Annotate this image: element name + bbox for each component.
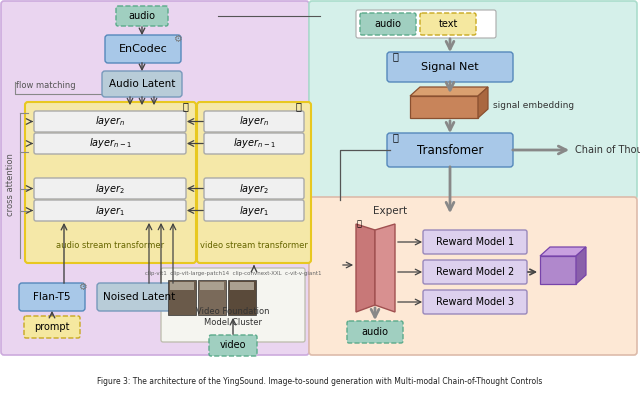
FancyBboxPatch shape <box>360 13 416 35</box>
Text: Figure 3: The architecture of the YingSound. Image-to-sound generation with Mult: Figure 3: The architecture of the YingSo… <box>97 377 543 386</box>
Text: $layer_1$: $layer_1$ <box>239 204 269 217</box>
FancyBboxPatch shape <box>34 178 186 199</box>
Polygon shape <box>576 247 586 284</box>
Text: audio: audio <box>374 19 401 29</box>
FancyBboxPatch shape <box>1 1 309 355</box>
Text: $layer_2$: $layer_2$ <box>239 181 269 196</box>
Text: EnCodec: EnCodec <box>118 44 168 54</box>
Text: $layer_n$: $layer_n$ <box>239 114 269 128</box>
Bar <box>168 280 196 315</box>
Polygon shape <box>356 224 375 312</box>
Text: Audio Latent: Audio Latent <box>109 79 175 89</box>
Text: ⚙: ⚙ <box>173 34 182 44</box>
Text: text: text <box>438 19 458 29</box>
Text: ⚙: ⚙ <box>78 282 87 292</box>
Text: $layer_{n-1}$: $layer_{n-1}$ <box>88 137 131 150</box>
Text: audio: audio <box>362 327 388 337</box>
FancyBboxPatch shape <box>204 200 304 221</box>
FancyBboxPatch shape <box>423 290 527 314</box>
Polygon shape <box>478 87 488 118</box>
Text: audio: audio <box>129 11 156 21</box>
Polygon shape <box>375 224 395 312</box>
Bar <box>228 280 256 315</box>
Text: Reward Model 2: Reward Model 2 <box>436 267 514 277</box>
FancyBboxPatch shape <box>204 133 304 154</box>
Bar <box>200 282 224 290</box>
Text: Reward Model 3: Reward Model 3 <box>436 297 514 307</box>
Text: Signal Net: Signal Net <box>421 62 479 72</box>
FancyBboxPatch shape <box>24 316 80 338</box>
FancyBboxPatch shape <box>102 71 182 97</box>
Text: video stream transformer: video stream transformer <box>200 241 308 250</box>
Text: 🔥: 🔥 <box>357 219 362 228</box>
FancyBboxPatch shape <box>116 6 168 26</box>
Text: audio stream transformer: audio stream transformer <box>56 241 164 250</box>
FancyBboxPatch shape <box>420 13 476 35</box>
Text: prompt: prompt <box>35 322 70 332</box>
Text: cross attention: cross attention <box>6 154 15 217</box>
FancyBboxPatch shape <box>347 321 403 343</box>
FancyBboxPatch shape <box>309 197 637 355</box>
Text: Noised Latent: Noised Latent <box>103 292 175 302</box>
Bar <box>230 282 254 290</box>
FancyBboxPatch shape <box>105 35 181 63</box>
Text: Flan-T5: Flan-T5 <box>33 292 71 302</box>
FancyBboxPatch shape <box>423 230 527 254</box>
Text: Transfomer: Transfomer <box>417 143 483 156</box>
Text: $layer_1$: $layer_1$ <box>95 204 125 217</box>
Text: $layer_{n-1}$: $layer_{n-1}$ <box>232 137 275 150</box>
Bar <box>540 256 576 284</box>
Text: $layer_2$: $layer_2$ <box>95 181 125 196</box>
Bar <box>198 280 226 315</box>
Text: Video Foundation
Model Cluster: Video Foundation Model Cluster <box>196 307 269 327</box>
Text: Expert: Expert <box>373 206 407 216</box>
Text: 🔥: 🔥 <box>296 101 302 111</box>
FancyBboxPatch shape <box>309 1 637 199</box>
Text: video: video <box>220 341 246 350</box>
FancyBboxPatch shape <box>209 335 257 356</box>
FancyBboxPatch shape <box>34 111 186 132</box>
Text: 🔥: 🔥 <box>183 101 189 111</box>
Text: Reward Model 1: Reward Model 1 <box>436 237 514 247</box>
Text: Chain of Thought: Chain of Thought <box>575 145 640 155</box>
FancyBboxPatch shape <box>161 268 305 342</box>
Text: signal embedding: signal embedding <box>493 101 574 110</box>
FancyBboxPatch shape <box>34 133 186 154</box>
FancyBboxPatch shape <box>97 283 181 311</box>
Polygon shape <box>540 247 586 256</box>
FancyBboxPatch shape <box>387 52 513 82</box>
Text: clip-vit1  clip-vit-large-patch14  clip-convnext-XXL  c-vit-v-giant1: clip-vit1 clip-vit-large-patch14 clip-co… <box>145 271 321 276</box>
Text: 🔥: 🔥 <box>393 132 399 142</box>
FancyBboxPatch shape <box>204 178 304 199</box>
Text: flow matching: flow matching <box>16 81 76 90</box>
Text: 🔥: 🔥 <box>393 51 399 61</box>
Bar <box>410 96 478 118</box>
FancyBboxPatch shape <box>197 102 311 263</box>
FancyBboxPatch shape <box>387 133 513 167</box>
FancyBboxPatch shape <box>204 111 304 132</box>
FancyBboxPatch shape <box>34 200 186 221</box>
FancyBboxPatch shape <box>25 102 196 263</box>
FancyBboxPatch shape <box>423 260 527 284</box>
FancyBboxPatch shape <box>19 283 85 311</box>
Bar <box>170 282 194 290</box>
Polygon shape <box>410 87 488 96</box>
Text: $layer_n$: $layer_n$ <box>95 114 125 128</box>
FancyBboxPatch shape <box>356 10 496 38</box>
